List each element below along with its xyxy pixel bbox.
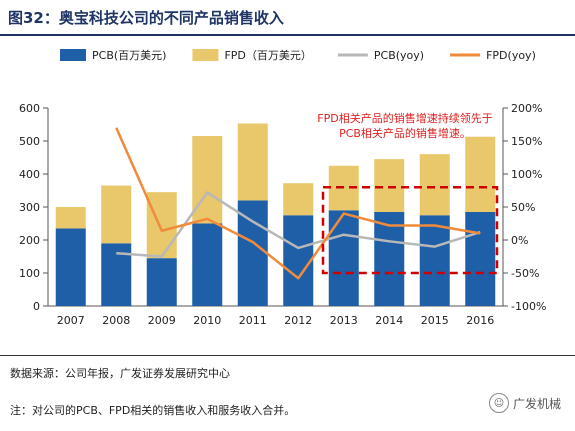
legend-swatch-1	[192, 49, 219, 61]
y-right-tick-label: -100%	[511, 300, 546, 313]
legend-label-3: FPD(yoy)	[486, 49, 536, 62]
x-tick-label: 2015	[421, 314, 449, 327]
bar-pcb	[237, 200, 268, 306]
y-left-tick-label: 0	[33, 300, 40, 313]
bar-fpd	[192, 136, 223, 224]
bar-pcb	[328, 210, 359, 306]
x-tick-label: 2016	[466, 314, 494, 327]
y-left-tick-label: 300	[19, 201, 40, 214]
bar-pcb	[419, 215, 450, 306]
x-tick-label: 2010	[193, 314, 221, 327]
bar-pcb	[283, 215, 314, 306]
footer-divider	[0, 355, 575, 356]
y-right-tick-label: 100%	[511, 168, 542, 181]
bar-fpd	[283, 183, 314, 216]
legend-swatch-0	[60, 49, 86, 61]
bar-fpd	[465, 136, 496, 212]
bar-fpd	[101, 185, 132, 244]
y-left-tick-label: 500	[19, 135, 40, 148]
y-right-tick-label: 50%	[511, 201, 535, 214]
y-left-tick-label: 100	[19, 267, 40, 280]
footnote: 注：对公司的PCB、FPD相关的销售收入和服务收入合并。	[10, 404, 296, 417]
y-right-tick-label: 150%	[511, 135, 542, 148]
bar-pcb	[146, 258, 177, 306]
x-tick-label: 2011	[239, 314, 267, 327]
x-tick-label: 2008	[102, 314, 130, 327]
x-tick-label: 2009	[148, 314, 176, 327]
bar-pcb	[374, 211, 405, 306]
x-tick-label: 2007	[57, 314, 85, 327]
y-right-tick-label: 0%	[511, 234, 528, 247]
x-tick-label: 2014	[375, 314, 403, 327]
chart-title: 图32：奥宝科技公司的不同产品销售收入	[8, 8, 284, 27]
y-left-tick-label: 600	[19, 102, 40, 115]
watermark-text: 广发机械	[512, 396, 561, 411]
legend-label-1: FPD（百万美元）	[224, 49, 311, 62]
legend-label-0: PCB(百万美元)	[92, 49, 166, 62]
x-tick-label: 2012	[284, 314, 312, 327]
bar-fpd	[146, 192, 177, 259]
annotation-text: PCB相关产品的销售增速。	[339, 126, 471, 140]
wechat-icon: ☺	[488, 393, 509, 413]
title-divider	[0, 34, 575, 36]
bar-pcb	[55, 228, 86, 306]
y-right-tick-label: -50%	[511, 267, 539, 280]
y-right-tick-label: 200%	[511, 102, 542, 115]
line-fpd-yoy	[115, 127, 481, 280]
bar-fpd	[374, 159, 405, 212]
y-left-tick-label: 400	[19, 168, 40, 181]
bar-fpd	[55, 207, 86, 229]
line-pcb-yoy	[116, 191, 481, 258]
bar-pcb	[192, 223, 223, 306]
source-note: 数据来源：公司年报，广发证券发展研究中心	[10, 367, 230, 380]
y-left-tick-label: 200	[19, 234, 40, 247]
bar-pcb	[101, 243, 132, 306]
bar-fpd	[419, 154, 450, 216]
legend-label-2: PCB(yoy)	[374, 49, 424, 62]
x-tick-label: 2013	[330, 314, 358, 327]
bar-pcb	[465, 211, 496, 306]
sales-chart: PCB(百万美元) FPD（百万美元） PCB(yoy) FPD(yoy) 0 100 20…	[19, 49, 546, 327]
watermark: ☺ 广发机械	[488, 393, 561, 413]
bar-fpd	[237, 123, 268, 201]
annotation-text: FPD相关产品的销售增速持续领先于	[317, 111, 492, 125]
